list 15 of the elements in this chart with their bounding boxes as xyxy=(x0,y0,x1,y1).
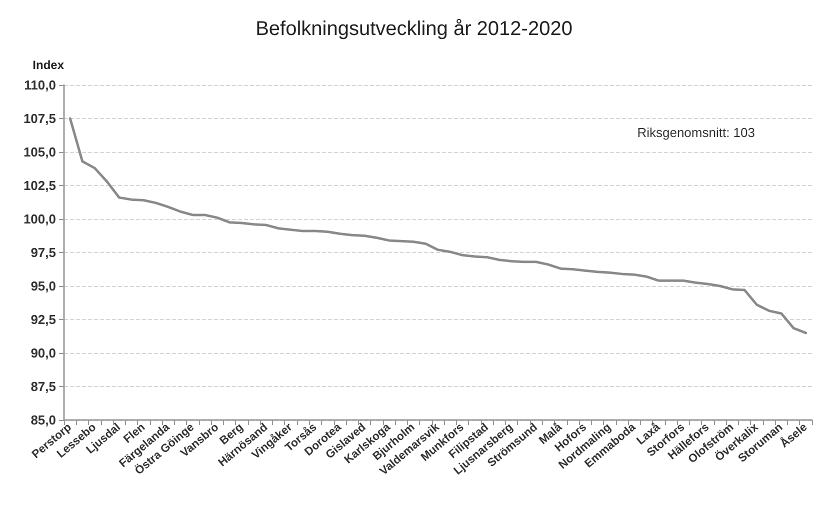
y-tick-label: 110,0 xyxy=(24,78,56,92)
annotation: Riksgenomsnitt: 103 xyxy=(637,125,755,140)
y-axis-title: Index xyxy=(32,58,64,72)
y-tick-label: 97,5 xyxy=(30,245,56,260)
y-tick-label: 87,5 xyxy=(30,379,56,394)
y-tick-label: 105,0 xyxy=(23,144,56,160)
y-tick-label: 92,5 xyxy=(30,312,56,327)
line-series xyxy=(68,117,808,334)
y-tick-label: 95,0 xyxy=(30,278,56,294)
y-tick-label: 102,5 xyxy=(23,178,56,193)
y-tick-label: 85,0 xyxy=(30,412,56,428)
y-tick-label: 100,0 xyxy=(23,212,56,226)
y-tick-label: 90,0 xyxy=(30,346,56,360)
y-tick-label: 107,5 xyxy=(23,111,56,126)
chart-title: Befolkningsutveckling år 2012-2020 xyxy=(256,18,572,40)
